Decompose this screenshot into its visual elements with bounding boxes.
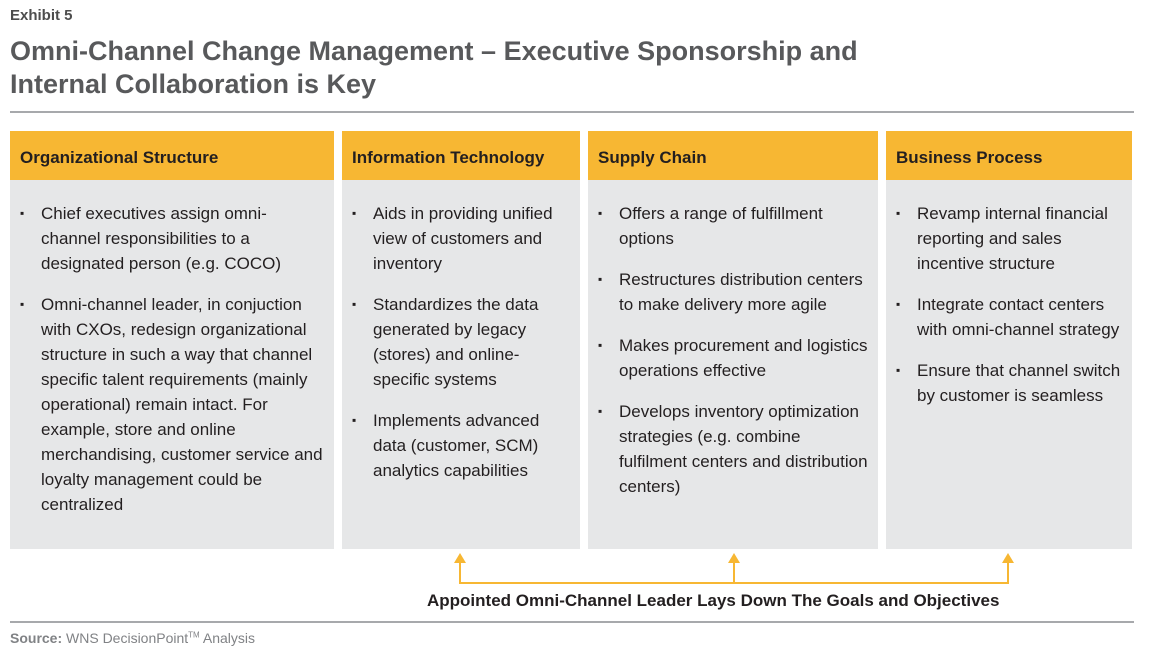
bullet-list: ▪ Offers a range of fulfillment options ▪… <box>598 201 870 499</box>
column-heading: Information Technology <box>342 131 580 180</box>
bullet-list: ▪ Chief executives assign omni-channel re… <box>20 201 326 517</box>
source-label: Source: <box>10 630 63 646</box>
source-text: WNS DecisionPoint <box>66 630 189 646</box>
bullet-icon: ▪ <box>896 206 901 220</box>
list-item-text: Integrate contact centers with omni-chan… <box>917 295 1120 339</box>
bullet-list: ▪ Revamp internal financial reporting and… <box>896 201 1124 408</box>
column-heading: Organizational Structure <box>10 131 334 180</box>
list-item-text: Revamp internal financial reporting and … <box>917 204 1108 273</box>
bullet-icon: ▪ <box>598 206 603 220</box>
bullet-icon: ▪ <box>352 413 357 427</box>
list-item: ▪ Develops inventory optimization strateg… <box>598 399 870 499</box>
column-information-technology: Information Technology ▪ Aids in providin… <box>342 131 580 549</box>
column-business-process: Business Process ▪ Revamp internal financ… <box>886 131 1132 549</box>
column-heading: Business Process <box>886 131 1132 180</box>
list-item: ▪ Ensure that channel switch by customer … <box>896 358 1124 408</box>
title-line-2: Internal Collaboration is Key <box>10 69 377 99</box>
list-item-text: Offers a range of fulfillment options <box>619 204 823 248</box>
bullet-icon: ▪ <box>896 363 901 377</box>
column-supply-chain: Supply Chain ▪ Offers a range of fulfillm… <box>588 131 878 549</box>
list-item-text: Restructures distribution centers to mak… <box>619 270 863 314</box>
list-item: ▪ Integrate contact centers with omni-cha… <box>896 292 1124 342</box>
arrow-up-icon <box>728 553 740 563</box>
list-item: ▪ Implements advanced data (customer, SCM… <box>352 408 572 483</box>
list-item-text: Develops inventory optimization strategi… <box>619 402 868 496</box>
source-suffix: Analysis <box>202 630 255 646</box>
list-item: ▪ Standardizes the data generated by lega… <box>352 292 572 392</box>
list-item: ▪ Aids in providing unified view of custo… <box>352 201 572 276</box>
list-item: ▪ Chief executives assign omni-channel re… <box>20 201 326 276</box>
list-item: ▪ Restructures distribution centers to ma… <box>598 267 870 317</box>
list-item-text: Aids in providing unified view of custom… <box>373 204 553 273</box>
bullet-icon: ▪ <box>352 206 357 220</box>
bullet-icon: ▪ <box>598 272 603 286</box>
bullet-icon: ▪ <box>598 338 603 352</box>
source-note: Source: WNS DecisionPointTM Analysis <box>10 630 255 646</box>
list-item-text: Makes procurement and logistics operatio… <box>619 336 868 380</box>
bullet-icon: ▪ <box>20 297 25 311</box>
bullet-icon: ▪ <box>598 404 603 418</box>
list-item-text: Chief executives assign omni-channel res… <box>41 204 282 273</box>
list-item-text: Ensure that channel switch by customer i… <box>917 361 1121 405</box>
list-item: ▪ Revamp internal financial reporting and… <box>896 201 1124 276</box>
list-item: ▪ Omni-channel leader, in conjuction with… <box>20 292 326 517</box>
title-divider <box>10 111 1134 113</box>
leader-caption: Appointed Omni-Channel Leader Lays Down … <box>427 591 1000 610</box>
column-body: ▪ Revamp internal financial reporting and… <box>886 180 1132 408</box>
list-item-text: Omni-channel leader, in conjuction with … <box>41 295 323 514</box>
column-body: ▪ Offers a range of fulfillment options ▪… <box>588 180 878 499</box>
list-item-text: Implements advanced data (customer, SCM)… <box>373 411 540 480</box>
bullet-icon: ▪ <box>896 297 901 311</box>
exhibit-label: Exhibit 5 <box>10 7 73 24</box>
list-item: ▪ Makes procurement and logistics operati… <box>598 333 870 383</box>
bullet-icon: ▪ <box>20 206 25 220</box>
list-item-text: Standardizes the data generated by legac… <box>373 295 539 389</box>
footer-divider <box>10 621 1134 623</box>
bullet-list: ▪ Aids in providing unified view of custo… <box>352 201 572 483</box>
column-body: ▪ Aids in providing unified view of custo… <box>342 180 580 483</box>
column-body: ▪ Chief executives assign omni-channel re… <box>10 180 334 517</box>
column-organizational-structure: Organizational Structure ▪ Chief executiv… <box>10 131 334 549</box>
title-line-1: Omni-Channel Change Management – Executi… <box>10 36 858 66</box>
arrow-up-icon <box>454 553 466 563</box>
trademark-mark: TM <box>188 630 200 640</box>
column-heading: Supply Chain <box>588 131 878 180</box>
page-title: Omni-Channel Change Management – Executi… <box>10 35 1130 101</box>
bullet-icon: ▪ <box>352 297 357 311</box>
list-item: ▪ Offers a range of fulfillment options <box>598 201 870 251</box>
arrow-up-icon <box>1002 553 1014 563</box>
